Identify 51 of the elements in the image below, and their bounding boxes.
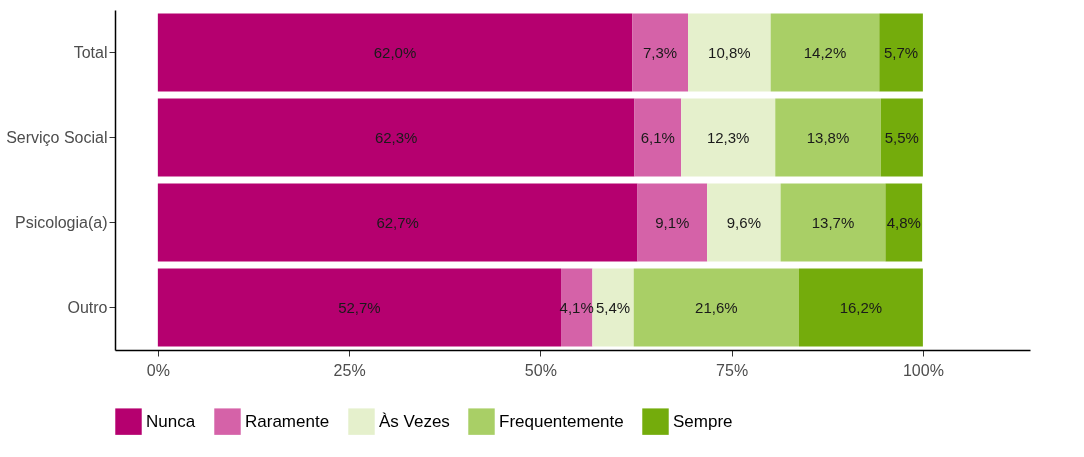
- data-label: 6,1%: [640, 128, 675, 146]
- data-label: 7,3%: [643, 43, 678, 61]
- data-label: 62,7%: [376, 213, 419, 231]
- legend-label: Às Vezes: [379, 411, 450, 431]
- bar: [775, 98, 881, 177]
- data-label: 4,8%: [886, 213, 921, 231]
- data-label: 5,5%: [884, 128, 919, 146]
- data-label: 52,7%: [338, 298, 381, 316]
- x-tick-label: 0%: [146, 361, 170, 379]
- bar: [688, 13, 771, 92]
- bar: [157, 13, 633, 92]
- bar: [637, 183, 708, 262]
- x-tick-label: 75%: [716, 361, 749, 379]
- legend-label: Nunca: [146, 411, 196, 431]
- bar: [157, 98, 635, 177]
- bar: [592, 268, 634, 347]
- bar: [885, 183, 923, 262]
- data-label: 13,8%: [806, 128, 850, 146]
- data-label: 16,2%: [839, 298, 883, 316]
- data-label: 9,1%: [655, 213, 690, 231]
- bar: [681, 98, 776, 177]
- x-tick-label: 100%: [902, 361, 944, 379]
- y-tick-label: Psicologia(a): [15, 213, 108, 231]
- x-tick-label: 50%: [524, 361, 557, 379]
- data-label: 5,7%: [883, 43, 919, 61]
- legend-label: Sempre: [673, 411, 733, 431]
- y-tick-label: Outro: [67, 298, 108, 316]
- bar: [633, 268, 799, 347]
- bar: [780, 183, 886, 262]
- data-label: 21,6%: [695, 298, 738, 316]
- bar: [707, 183, 781, 262]
- data-label: 62,0%: [373, 43, 417, 61]
- data-label: 13,7%: [811, 213, 855, 231]
- data-label: 5,4%: [595, 298, 631, 316]
- bar: [770, 13, 880, 92]
- x-tick-label: 25%: [333, 361, 366, 379]
- data-label: 9,6%: [726, 213, 761, 231]
- bar: [632, 13, 689, 92]
- y-tick-label: Total: [73, 43, 108, 61]
- bar: [880, 98, 923, 177]
- legend-label: Frequentemente: [499, 411, 624, 431]
- y-tick-label: Serviço Social: [6, 128, 108, 146]
- data-label: 62,3%: [374, 128, 418, 146]
- bar: [879, 13, 923, 92]
- data-label: 14,2%: [803, 43, 847, 61]
- bar: [798, 268, 923, 347]
- bar: [157, 183, 638, 262]
- legend-label: Raramente: [245, 411, 330, 431]
- bar: [634, 98, 682, 177]
- data-label: 12,3%: [706, 128, 750, 146]
- data-label: 10,8%: [708, 43, 751, 61]
